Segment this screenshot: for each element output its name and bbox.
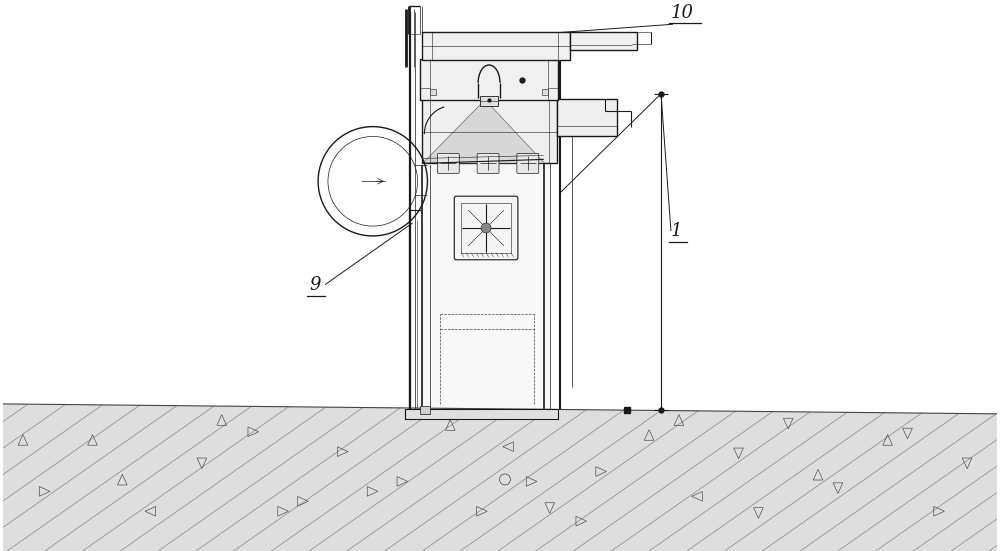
Bar <box>557 99 617 136</box>
Bar <box>570 32 637 50</box>
Text: 10: 10 <box>671 4 694 22</box>
Bar <box>422 165 550 409</box>
Polygon shape <box>3 404 997 551</box>
Bar <box>461 203 511 253</box>
FancyBboxPatch shape <box>454 196 518 260</box>
Bar <box>405 409 558 419</box>
Polygon shape <box>422 100 545 164</box>
Circle shape <box>481 223 491 233</box>
Bar <box>480 96 498 106</box>
Bar <box>430 89 436 95</box>
Text: 9: 9 <box>309 276 321 294</box>
FancyBboxPatch shape <box>437 153 459 174</box>
Bar <box>422 32 570 60</box>
FancyBboxPatch shape <box>517 153 539 174</box>
Bar <box>542 89 548 95</box>
Bar <box>420 59 558 100</box>
FancyBboxPatch shape <box>477 153 499 174</box>
Bar <box>420 406 430 414</box>
Bar <box>422 99 557 164</box>
Text: 1: 1 <box>671 222 682 240</box>
